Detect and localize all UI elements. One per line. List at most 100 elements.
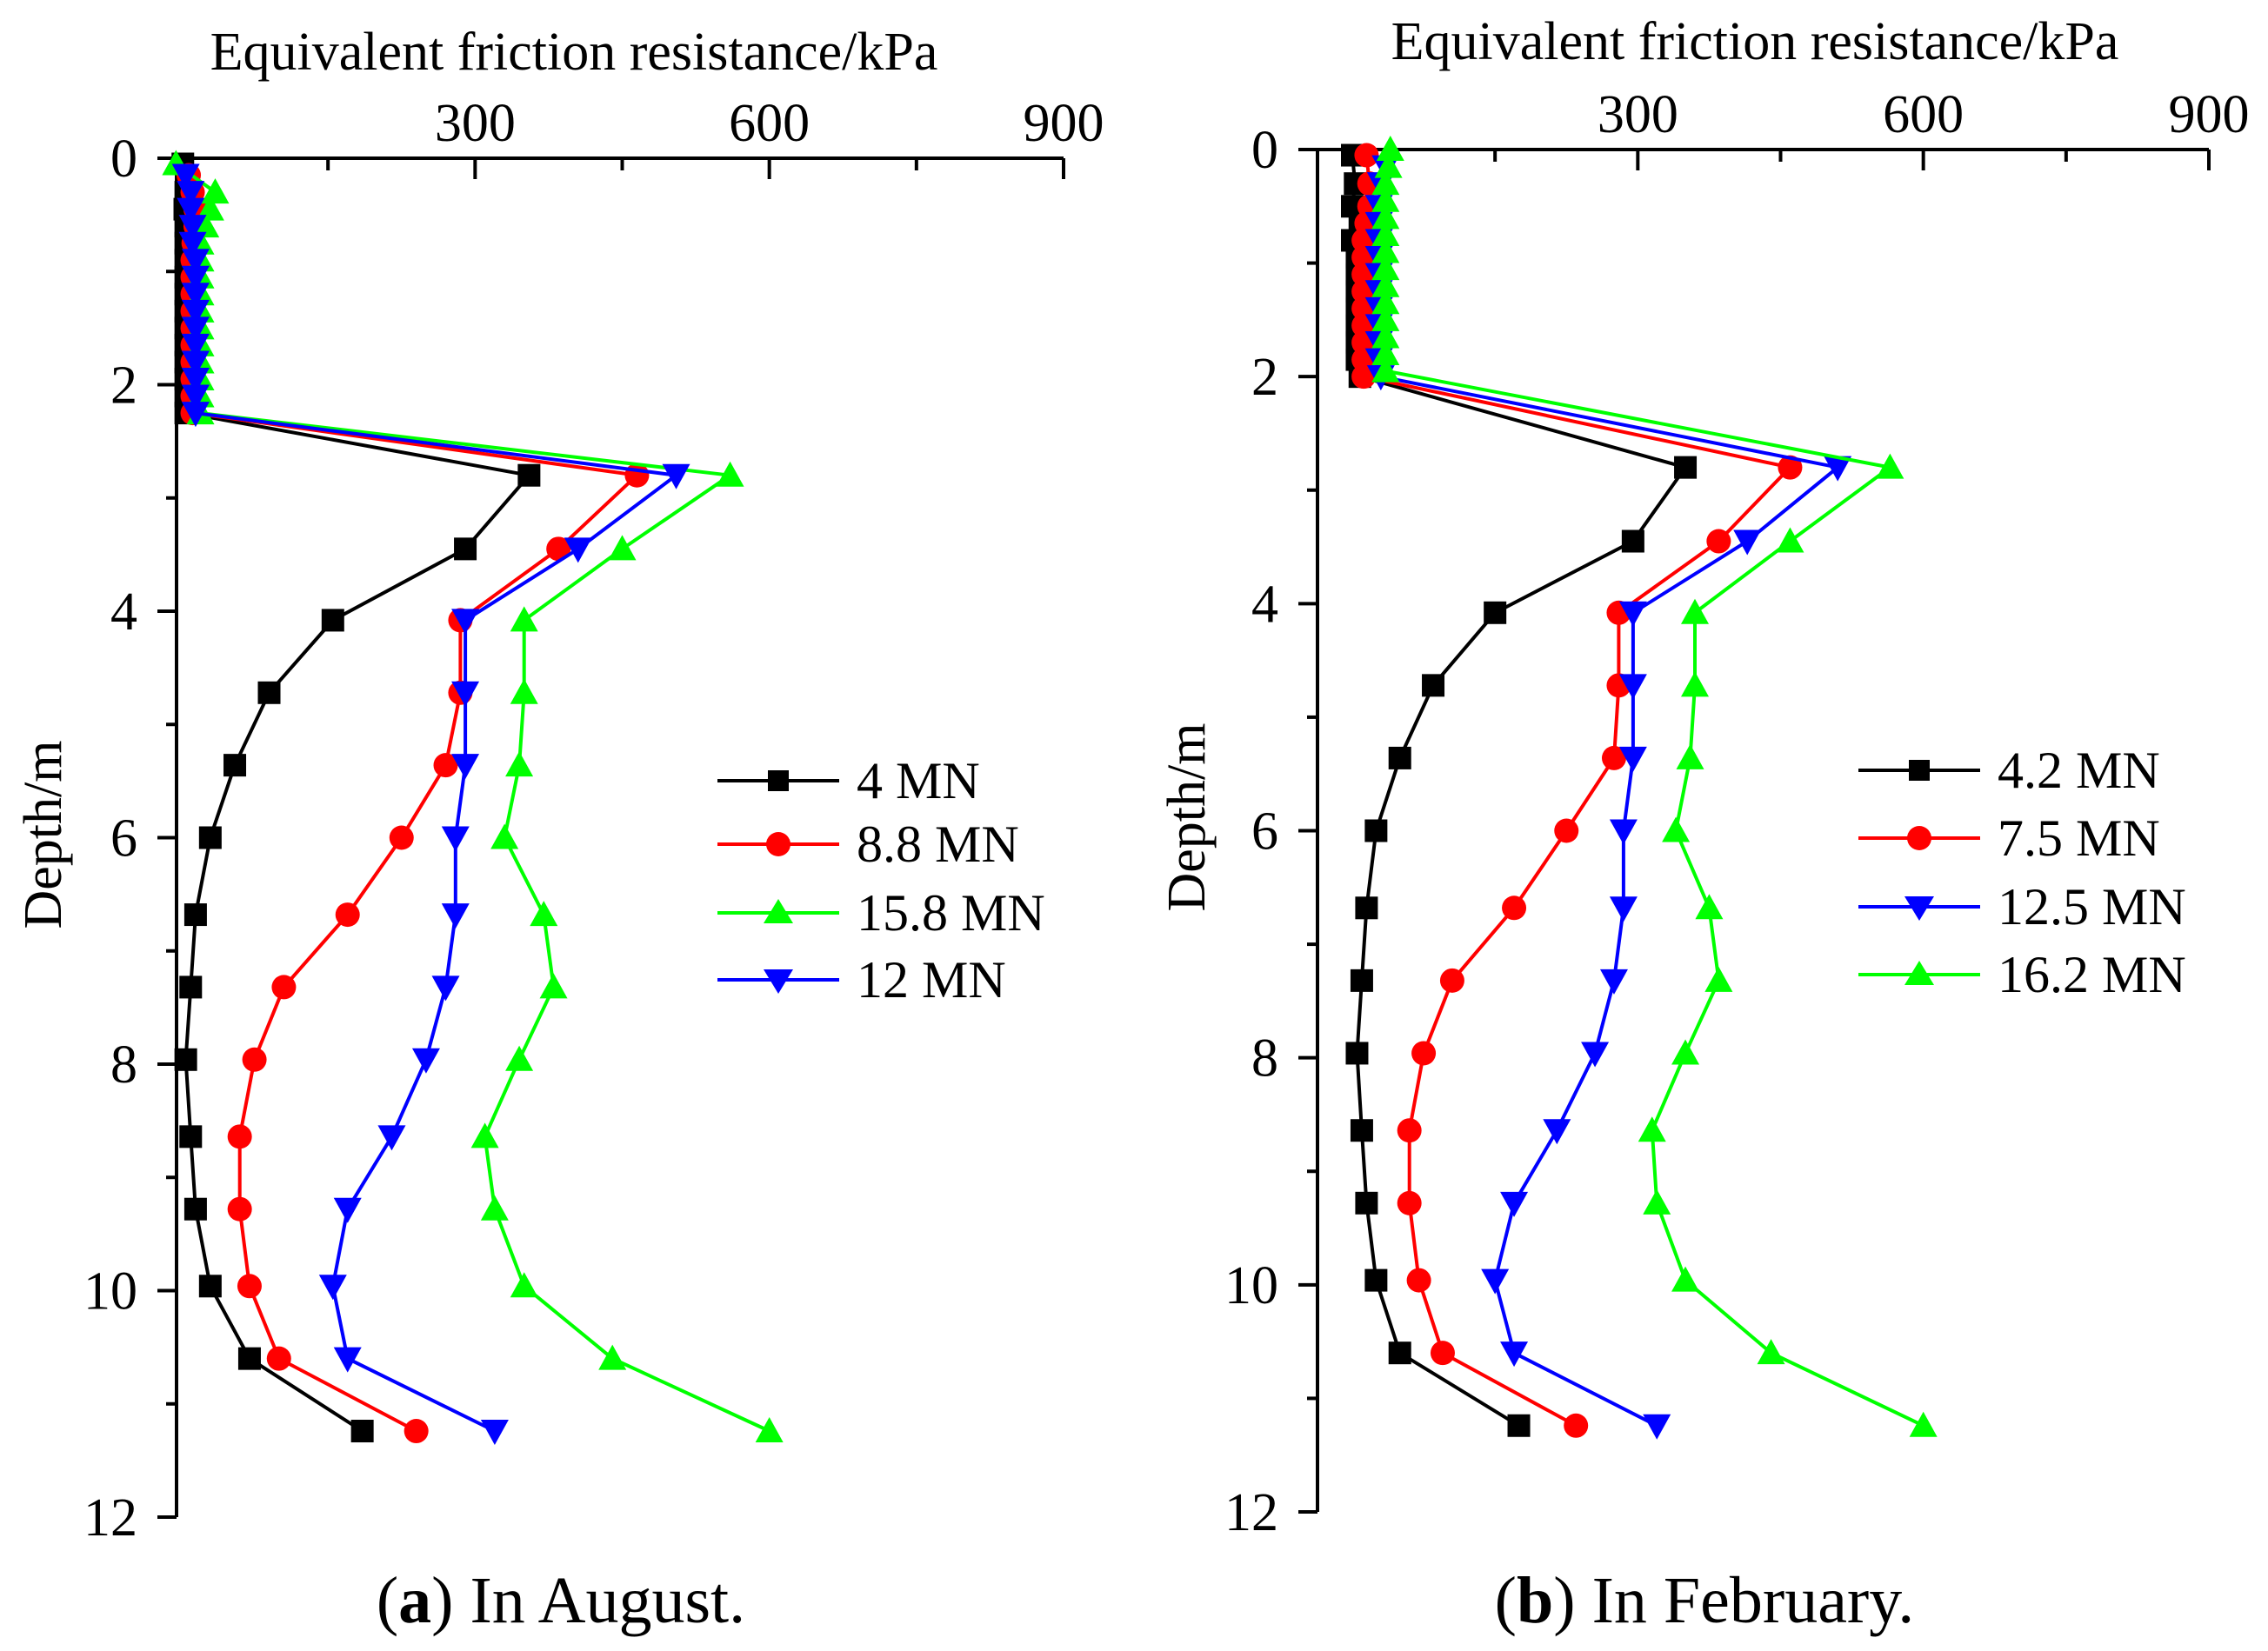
data-point-12-mn	[181, 402, 210, 428]
data-point-15-8-mn	[510, 1272, 538, 1298]
data-point-7-5-mn	[1778, 455, 1803, 480]
data-point-16-2-mn	[1371, 340, 1400, 366]
panel-b-caption-text: In February.	[1592, 1564, 1915, 1637]
data-point-16-2-mn	[1662, 816, 1691, 842]
legend-marker-triangle-down	[764, 969, 793, 994]
legend-entry: 12 MN	[717, 951, 1006, 1009]
data-point-4-mn	[350, 1420, 374, 1443]
panel-a-y-axis-title: Depth/m	[14, 741, 73, 929]
data-point-4-2-mn	[1507, 1414, 1531, 1437]
data-point-12-5-mn	[1618, 601, 1647, 627]
series-line-16-2-mn	[1384, 149, 1924, 1428]
legend-label: 4 MN	[857, 752, 980, 809]
data-point-8-8-mn	[546, 536, 571, 562]
data-point-12-mn	[451, 681, 480, 707]
data-point-15-8-mn	[598, 1344, 627, 1370]
data-point-12-mn	[662, 463, 690, 489]
data-point-8-8-mn	[335, 902, 360, 928]
data-point-15-8-mn	[196, 195, 224, 221]
data-point-16-2-mn	[1776, 527, 1804, 553]
data-point-8-8-mn	[237, 1274, 262, 1299]
panel-a-x-axis-title: Equivalent friction resistance/kPa	[210, 23, 938, 82]
data-point-4-2-mn	[1621, 529, 1644, 553]
data-point-4-2-mn	[1355, 896, 1378, 920]
data-point-7-5-mn	[1406, 1268, 1431, 1293]
legend-entry: 4.2 MN	[1858, 742, 2160, 799]
data-point-4-mn	[198, 826, 222, 849]
data-point-15-8-mn	[191, 212, 220, 238]
data-point-12-5-mn	[1500, 1191, 1529, 1217]
data-point-12-mn	[181, 249, 210, 275]
data-point-16-2-mn	[1704, 966, 1733, 992]
data-point-4-mn	[179, 1125, 203, 1148]
data-point-16-2-mn	[1371, 255, 1400, 281]
data-point-12-mn	[181, 265, 210, 291]
series-line-4-mn	[181, 163, 533, 1433]
data-point-12-5-mn	[1481, 1268, 1510, 1295]
data-point-4-2-mn	[1350, 1119, 1373, 1142]
data-point-16-2-mn	[1371, 356, 1400, 383]
data-point-7-5-mn	[1397, 1118, 1422, 1143]
y-tick-label: 8	[1251, 1029, 1278, 1088]
data-point-12-5-mn	[1733, 529, 1762, 556]
data-point-12-5-mn	[1618, 746, 1647, 772]
y-tick-label: 0	[1251, 121, 1278, 180]
data-point-15-8-mn	[510, 678, 538, 704]
y-tick-label: 4	[1251, 575, 1278, 634]
data-point-4-mn	[517, 463, 541, 487]
data-point-4-mn	[454, 537, 477, 561]
data-point-15-8-mn	[470, 1122, 499, 1148]
legend-marker-triangle-up	[1904, 961, 1934, 985]
data-point-16-2-mn	[1671, 1039, 1700, 1065]
data-point-12-mn	[564, 537, 592, 563]
data-point-12-5-mn	[1599, 969, 1628, 995]
x-tick-label: 900	[2169, 85, 2250, 144]
data-point-12-mn	[177, 197, 205, 223]
data-point-8-8-mn	[433, 753, 458, 778]
data-point-12-mn	[451, 609, 480, 635]
panel-a-x-ticks: 300 600 900	[326, 94, 1104, 179]
data-point-16-2-mn	[1909, 1411, 1938, 1437]
data-point-16-2-mn	[1371, 220, 1400, 246]
data-point-12-mn	[181, 384, 210, 410]
data-point-12-5-mn	[1500, 1341, 1529, 1368]
x-tick-label: 300	[435, 94, 516, 153]
data-point-4-2-mn	[1355, 1191, 1378, 1215]
data-point-4-2-mn	[1364, 819, 1388, 842]
y-tick-label: 8	[110, 1035, 137, 1095]
legend-entry: 16.2 MN	[1858, 946, 2186, 1003]
panel-b-caption: (b) In February.	[1495, 1564, 1915, 1637]
x-tick-label: 300	[1598, 85, 1678, 144]
data-point-4-mn	[198, 1275, 222, 1298]
series-line-12-mn	[183, 174, 681, 1433]
data-point-12-5-mn	[1581, 1042, 1610, 1068]
data-point-15-8-mn	[530, 901, 558, 927]
series-line-8-8-mn	[187, 175, 641, 1433]
x-tick-label: 900	[1024, 94, 1104, 153]
caption-paren-open: (	[1495, 1564, 1517, 1637]
y-tick-label: 10	[1224, 1256, 1278, 1315]
y-tick-label: 12	[83, 1488, 137, 1548]
panel-b-caption-letter: b	[1517, 1564, 1553, 1637]
data-point-7-5-mn	[1554, 818, 1579, 843]
data-point-16-2-mn	[1676, 743, 1704, 769]
data-point-15-8-mn	[539, 973, 568, 999]
panel-a-august: Equivalent friction resistance/kPa Depth…	[14, 23, 1104, 1637]
data-point-16-2-mn	[1371, 323, 1400, 349]
panel-a-legend: 4 MN 8.8 MN 15.8 MN 12 MN	[717, 752, 1045, 1009]
data-point-16-2-mn	[1681, 671, 1709, 697]
caption-paren-open: (	[377, 1564, 398, 1637]
series-line-12-5-mn	[1377, 166, 1842, 1428]
data-point-7-5-mn	[1706, 529, 1731, 554]
data-point-15-8-mn	[716, 461, 744, 487]
data-point-16-2-mn	[1371, 305, 1400, 331]
data-point-4-mn	[257, 681, 281, 704]
data-point-12-mn	[181, 299, 210, 325]
data-point-12-mn	[431, 975, 460, 1002]
data-point-12-mn	[451, 754, 480, 780]
legend-label: 16.2 MN	[1998, 946, 2186, 1003]
series-line-7-5-mn	[1362, 155, 1794, 1428]
y-tick-label: 2	[1251, 348, 1278, 407]
y-tick-label: 4	[110, 583, 137, 642]
data-point-7-5-mn	[1564, 1413, 1589, 1438]
